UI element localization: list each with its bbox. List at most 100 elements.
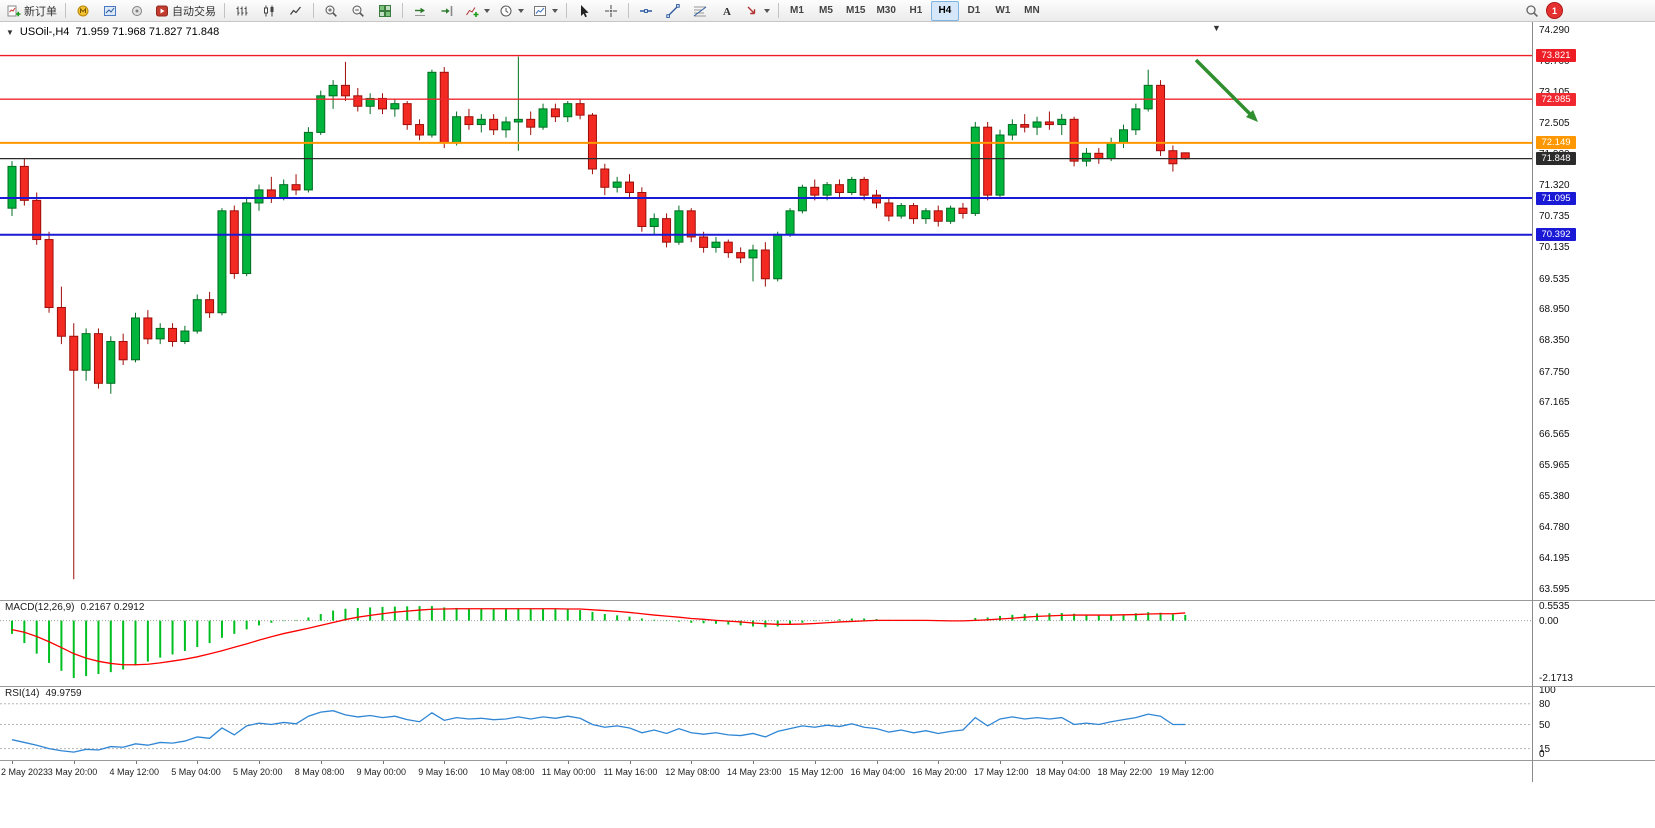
bar-chart-button[interactable] [229,1,255,21]
candle [538,103,548,130]
price-axis[interactable]: 74.29073.70073.10572.50571.92071.32070.7… [1533,22,1655,782]
crosshair-button[interactable] [598,1,624,21]
zoom-in-button[interactable] [318,1,344,21]
candle [1032,116,1042,136]
templates-button[interactable] [529,1,562,21]
trendline-button[interactable] [660,1,686,21]
candle [1081,148,1091,167]
cursor-button[interactable] [571,1,597,21]
price-axis-label: 68.350 [1539,335,1570,347]
time-axis-tick [12,760,13,764]
toolbar-separator [628,3,629,18]
timeframe-button-M30[interactable]: M30 [876,5,896,16]
horizontal-line-button[interactable] [633,1,659,21]
panel-separator[interactable] [0,600,1655,601]
price-axis-label: 66.565 [1539,428,1570,440]
timeframe-button-H4[interactable]: H4 [930,0,959,21]
fibonacci-button[interactable] [687,1,713,21]
tile-windows-button[interactable] [372,1,398,21]
candle [81,328,91,381]
price-level-tag: 71.095 [1536,191,1576,205]
candle [1094,148,1104,164]
periods-button[interactable] [495,1,528,21]
time-axis[interactable]: 2 May 2023 3 May 20:00 4 May 12:00 5 May 04… [0,760,1532,782]
panel-separator[interactable] [0,686,1655,687]
candle [93,328,103,389]
candle [427,69,437,138]
auto-scroll-button[interactable] [407,1,433,21]
macd-panel: MACD(12,26,9) 0.2167 0.2912 [0,600,1532,686]
toolbar-separator [65,3,66,18]
timeframe-button-H1[interactable]: H1 [909,5,923,16]
toolbar: 新订单 自动交易 A M1 M5 M15 M30 H1 H4 D1 W1 MN 1 [0,0,1655,22]
candle [1044,111,1054,130]
chart-shift-button[interactable] [434,1,460,21]
candlestick-chart-button[interactable] [256,1,282,21]
time-axis-tick [1123,760,1125,764]
time-axis-label: 9 May 16:00 [418,767,468,777]
strategy-tester-button[interactable] [124,1,150,21]
timeframe-button-M1[interactable]: M1 [790,5,804,16]
candle [192,294,202,334]
price-axis-label: 69.535 [1539,273,1570,285]
candle [1057,114,1067,136]
indicators-button[interactable] [461,1,494,21]
new-order-button[interactable]: 新订单 [3,1,61,21]
candle [563,101,573,122]
candle [44,231,54,313]
rsi-panel: RSI(14) 49.9759 [0,686,1532,760]
crosshair-icon [604,4,618,18]
line-chart-button[interactable] [283,1,309,21]
candle [958,202,968,219]
timeframe-button-D1[interactable]: D1 [967,5,981,16]
candle [933,205,943,227]
arrow-annotation-head [1245,109,1258,122]
time-axis-label: 11 May 16:00 [603,767,658,777]
timeframe-button-M5[interactable]: M5 [819,5,833,16]
price-axis-label: 67.165 [1539,397,1570,409]
candle [526,111,536,136]
candle [106,336,116,394]
candle [513,56,523,151]
arrow-annotation[interactable] [1194,58,1253,117]
macd-signal-line [11,608,1186,666]
candle [415,119,425,141]
timeframe-button-M15[interactable]: M15 [846,5,866,16]
rsi-chart [0,703,1532,753]
chart-shift-marker-icon[interactable]: ▼ [1212,23,1221,33]
bar-chart-icon [235,4,249,18]
arrows-button[interactable] [741,1,774,21]
candle [439,67,449,149]
arrow-icon [745,4,759,18]
price-axis-border [1532,22,1533,782]
rsi-axis-label: 50 [1539,719,1551,731]
time-axis-label: 5 May 04:00 [171,767,221,777]
time-axis-label: 8 May 08:00 [294,767,345,777]
macd-histogram [11,606,1187,678]
timeframe-button-W1[interactable]: W1 [995,5,1011,16]
one-click-trading-toggle-icon[interactable]: ▼ [6,27,14,37]
candle [1156,80,1166,156]
candle [32,192,42,245]
notification-badge[interactable]: 1 [1546,2,1563,19]
price-axis-label: 71.320 [1539,180,1570,192]
candle [575,98,585,120]
candle [785,208,795,237]
candle [452,111,462,146]
text-button[interactable]: A [714,1,740,21]
metaeditor-icon [76,4,90,18]
time-axis-tick [444,760,446,764]
toolbar-separator [313,3,314,18]
timeframe-button-MN[interactable]: MN [1024,5,1040,16]
search-button[interactable] [1519,1,1545,21]
candle [217,208,227,316]
main-chart-panel: ▼ USOil-,H4 71.959 71.968 71.827 71.848 … [0,22,1532,600]
autotrading-button[interactable]: 自动交易 [151,1,220,21]
macd-axis-label: 0.5535 [1539,601,1570,612]
metaeditor-button[interactable] [70,1,96,21]
charts-button[interactable] [97,1,123,21]
candlestick-chart[interactable] [0,22,1532,600]
candle [748,244,758,282]
price-axis-label: 70.135 [1539,242,1570,254]
zoom-out-button[interactable] [345,1,371,21]
